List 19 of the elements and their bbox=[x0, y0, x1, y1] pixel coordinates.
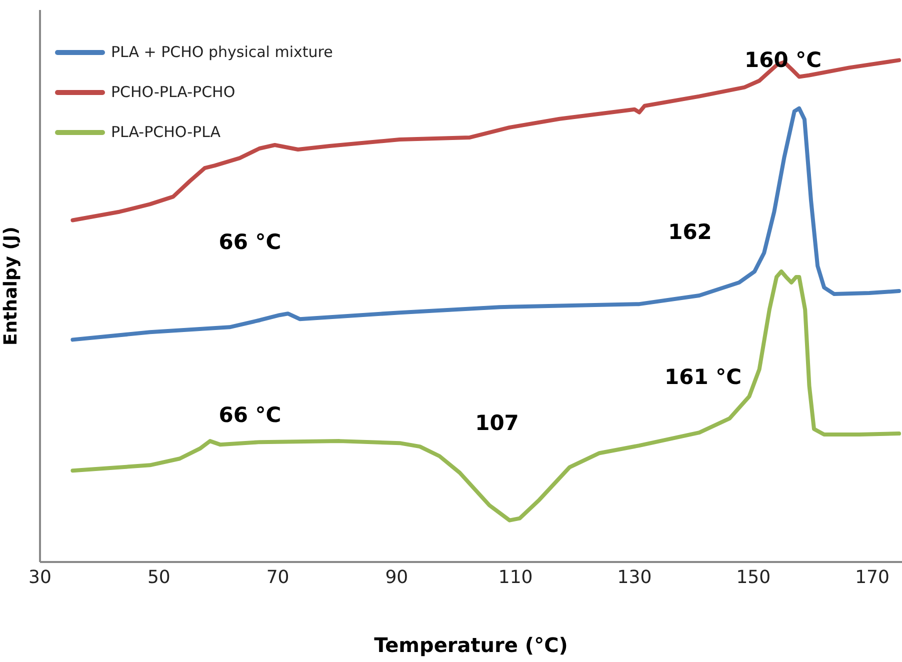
x-tick-label: 110 bbox=[498, 566, 533, 588]
x-tick-label: 170 bbox=[855, 566, 890, 588]
y-axis-title: Enthalpy (J) bbox=[0, 226, 22, 346]
annotation: 66 °C bbox=[218, 403, 282, 427]
annotation: 107 bbox=[475, 411, 519, 435]
x-tick-label: 90 bbox=[385, 566, 408, 588]
annotation: 160 °C bbox=[744, 48, 822, 72]
x-tick-label: 130 bbox=[617, 566, 652, 588]
annotation: 161 °C bbox=[664, 365, 742, 389]
legend-label: PLA + PCHO physical mixture bbox=[111, 43, 333, 61]
annotation: 162 bbox=[668, 220, 712, 244]
legend-label: PCHO-PLA-PCHO bbox=[111, 83, 236, 101]
x-tick-label: 70 bbox=[266, 566, 290, 588]
x-axis-title: Temperature (°C) bbox=[374, 633, 568, 657]
annotation: 66 °C bbox=[218, 230, 282, 254]
legend-label: PLA-PCHO-PLA bbox=[111, 123, 221, 141]
x-tick-label: 50 bbox=[147, 566, 170, 588]
x-tick-label: 30 bbox=[28, 566, 52, 588]
x-tick-label: 150 bbox=[736, 566, 771, 588]
